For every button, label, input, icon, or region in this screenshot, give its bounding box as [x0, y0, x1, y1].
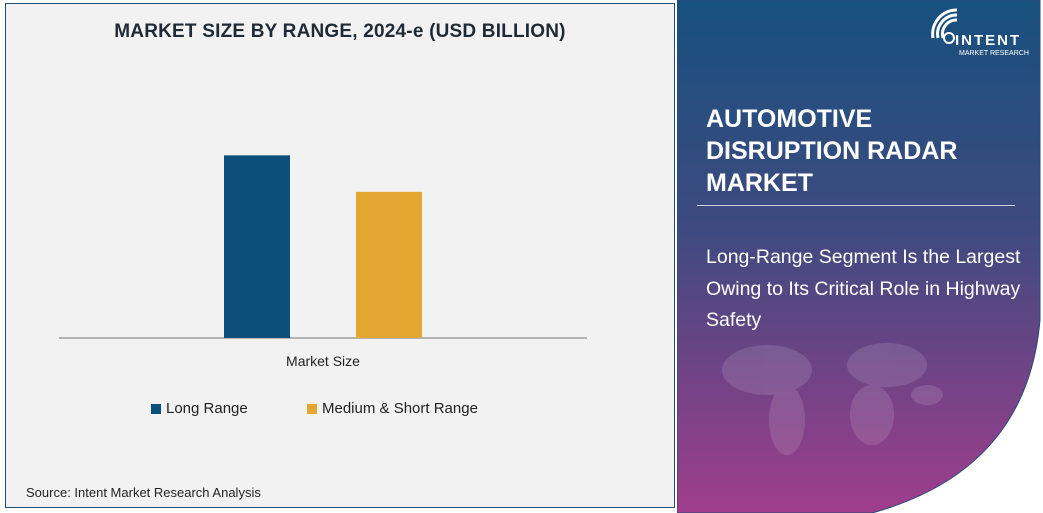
legend-item-long-range: Long Range: [151, 400, 248, 417]
bar-medium-short-range: [356, 191, 422, 338]
source-note: Source: Intent Market Research Analysis: [26, 485, 261, 500]
legend-item-medium-short-range: Medium & Short Range: [307, 400, 478, 417]
chart-panel: MARKET SIZE BY RANGE, 2024-e (USD BILLIO…: [5, 3, 675, 508]
world-map-graphic: [722, 343, 943, 455]
info-panel: INTENT MARKET RESEARCH AUTOMOTIVE DISRUP…: [677, 0, 1043, 513]
legend-swatch: [307, 403, 317, 414]
legend-swatch: [151, 403, 161, 414]
legend-label: Medium & Short Range: [322, 400, 478, 417]
market-title: AUTOMOTIVE DISRUPTION RADAR MARKET: [706, 105, 958, 197]
svg-text:MARKET RESEARCH: MARKET RESEARCH: [959, 50, 1029, 57]
bar-chart: Market Size: [59, 155, 587, 369]
key-insight: Long-Range Segment Is the Largest Owing …: [706, 246, 1021, 331]
svg-text:INTENT: INTENT: [955, 32, 1021, 49]
panel-background: [677, 0, 1041, 513]
x-axis-label: Market Size: [286, 353, 360, 369]
intent-logo: INTENT MARKET RESEARCH: [931, 8, 1029, 57]
divider: [697, 205, 1015, 206]
legend-label: Long Range: [166, 400, 248, 417]
bar-long-range: [224, 155, 290, 338]
chart-title: MARKET SIZE BY RANGE, 2024-e (USD BILLIO…: [114, 21, 566, 42]
